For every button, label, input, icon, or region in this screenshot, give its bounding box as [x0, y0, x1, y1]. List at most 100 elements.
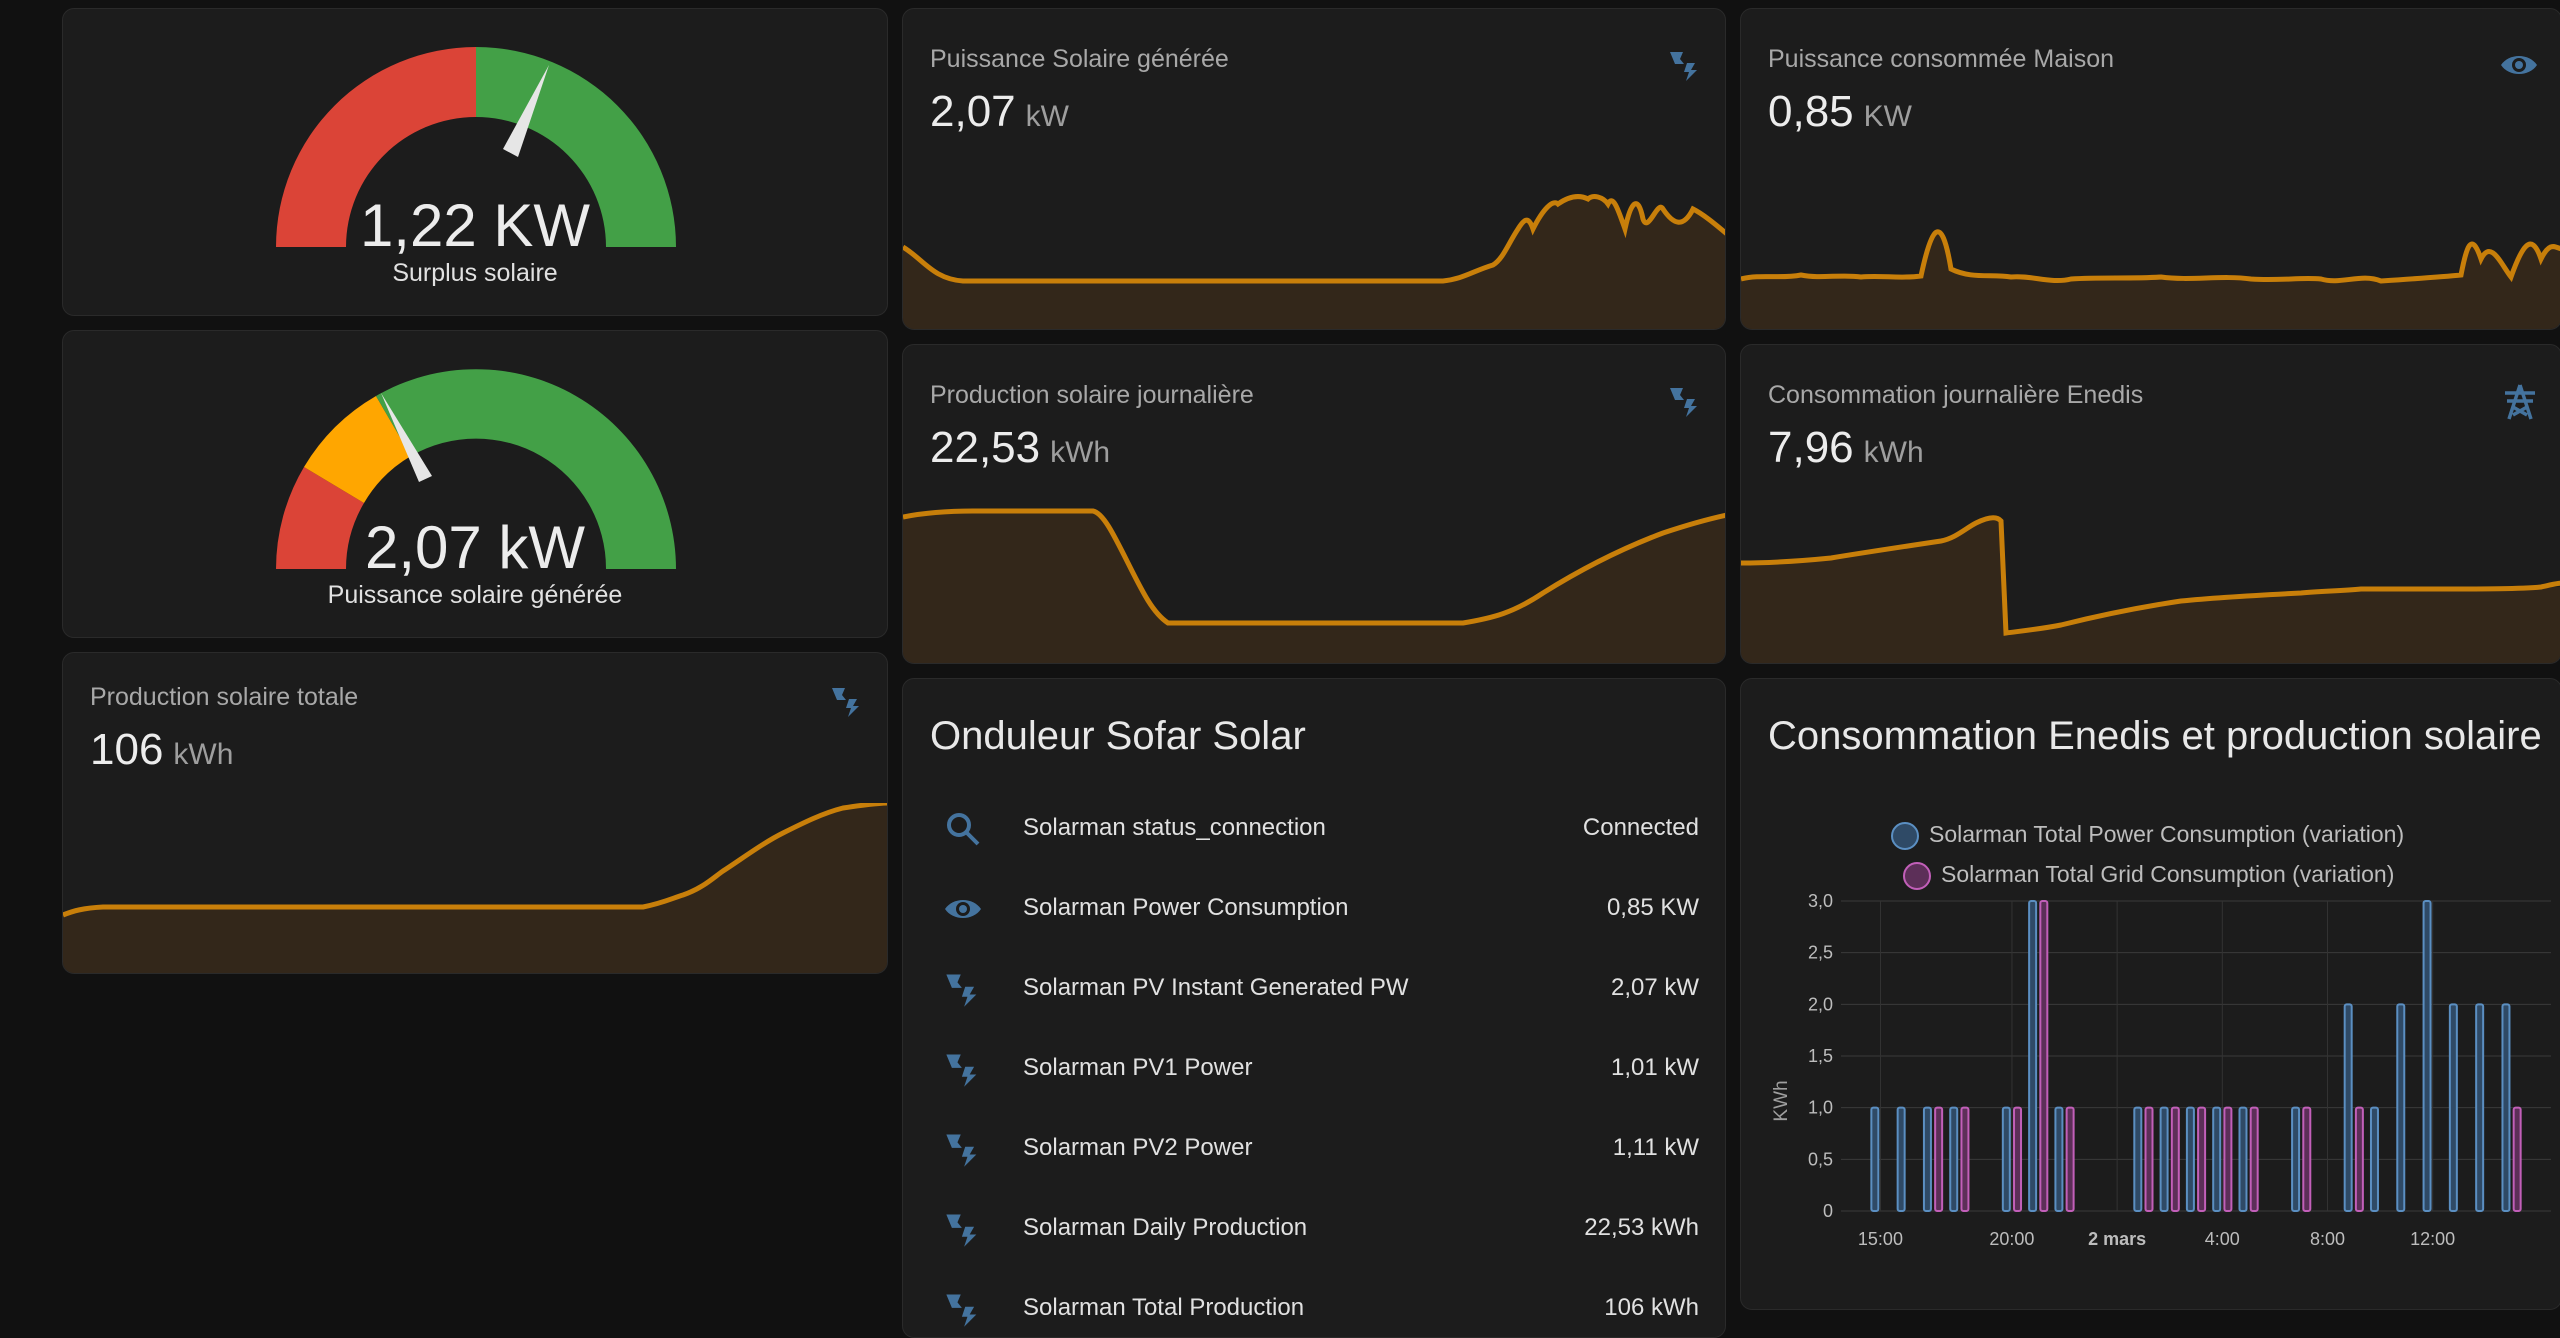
sensor-value: 2,07 kW — [930, 87, 1069, 136]
bar-grid[interactable] — [2512, 1106, 2522, 1213]
sensor-unit: kWh — [1863, 436, 1924, 469]
entity-state: 1,11 kW — [1612, 1134, 1699, 1161]
bar-consumption[interactable] — [2422, 900, 2432, 1212]
bar-consumption[interactable] — [2028, 900, 2038, 1212]
entity-row[interactable]: Solarman status_connection Connected — [903, 789, 1725, 869]
y-tick-label: 2,5 — [1808, 943, 1833, 963]
entity-name: Solarman PV Instant Generated PW — [1023, 974, 1409, 1001]
legend-item-grid[interactable]: Solarman Total Grid Consumption (variati… — [1903, 861, 2394, 890]
sparkline-solar-power — [903, 194, 1725, 329]
legend-dot — [1903, 861, 1931, 890]
chart-grid — [1841, 900, 2551, 1212]
entity-row[interactable]: Solarman Daily Production 22,53 kWh — [903, 1189, 1725, 1269]
entity-row[interactable]: Solarman Power Consumption 0,85 KW — [903, 869, 1725, 949]
bar-consumption[interactable] — [2448, 1003, 2458, 1212]
y-tick-label: 0,5 — [1808, 1149, 1833, 1169]
entities-card-inverter: Onduleur Sofar Solar Solarman status_con… — [902, 678, 1726, 1338]
bar-consumption[interactable] — [1870, 1106, 1880, 1213]
gauge-card-solar[interactable]: 2,07 kW Puissance solaire générée — [62, 330, 888, 638]
bar-consumption[interactable] — [2159, 1106, 2169, 1213]
sensor-value: 7,96 kWh — [1768, 423, 1924, 472]
bar-grid[interactable] — [2039, 900, 2049, 1212]
gauge-needle — [503, 65, 549, 157]
card-title: Onduleur Sofar Solar — [930, 714, 1306, 758]
bar-grid[interactable] — [1960, 1106, 1970, 1213]
bar-consumption[interactable] — [2212, 1106, 2222, 1213]
sensor-unit: kW — [1025, 100, 1069, 133]
bar-consumption[interactable] — [1949, 1106, 1959, 1213]
x-tick-label: 8:00 — [2310, 1229, 2345, 1249]
bar-consumption[interactable] — [1896, 1106, 1906, 1213]
bar-grid[interactable] — [2354, 1106, 2364, 1213]
gauge-label: Surplus solaire — [392, 259, 558, 287]
x-tick-label: 4:00 — [2205, 1229, 2240, 1249]
sparkline-total-production — [63, 803, 887, 973]
bar-consumption[interactable] — [2001, 1106, 2011, 1213]
chart-ticks: 3,0 2,5 2,0 1,5 1,0 0,5 0 15:00 20:00 2 mars 4:00 8… — [1808, 891, 2455, 1249]
y-tick-label: 1,5 — [1808, 1046, 1833, 1066]
gauge-label: Puissance solaire générée — [327, 581, 623, 609]
card-title: Consommation Enedis et production solair… — [1768, 714, 2542, 758]
bar-consumption[interactable] — [2396, 1003, 2406, 1212]
x-tick-label: 20:00 — [1989, 1229, 2034, 1249]
bar-consumption[interactable] — [2133, 1106, 2143, 1213]
gauge-segment-green — [376, 369, 676, 569]
sensor-card-daily-production[interactable]: Production solaire journalière 22,53 kWh — [902, 344, 1726, 664]
eye-icon — [2501, 56, 2537, 74]
sensor-name: Puissance consommée Maison — [1768, 45, 2114, 73]
entity-name: Solarman PV1 Power — [1023, 1054, 1253, 1081]
bar-grid[interactable] — [2197, 1106, 2207, 1213]
sensor-card-total-production[interactable]: Production solaire totale 106 kWh — [62, 652, 888, 974]
entity-state: Connected — [1582, 814, 1699, 841]
entity-state: 1,01 kW — [1610, 1054, 1699, 1081]
bar-grid[interactable] — [2065, 1106, 2075, 1213]
bar-consumption[interactable] — [2343, 1003, 2353, 1212]
bar-consumption[interactable] — [2369, 1106, 2379, 1213]
bar-consumption[interactable] — [2185, 1106, 2195, 1213]
entity-state: 22,53 kWh — [1584, 1214, 1699, 1241]
y-tick-label: 0 — [1823, 1201, 1833, 1221]
solar-power-icon — [832, 688, 859, 717]
gauge-segment-red — [276, 47, 476, 247]
transmission-tower-icon — [2505, 384, 2535, 420]
solar-power-icon — [946, 1294, 977, 1327]
entity-row[interactable]: Solarman PV1 Power 1,01 kW — [903, 1029, 1725, 1109]
bar-grid[interactable] — [2013, 1106, 2023, 1213]
x-tick-label: 15:00 — [1858, 1229, 1903, 1249]
y-axis-label: KWh — [1771, 1080, 1792, 1121]
legend-item-consumption[interactable]: Solarman Total Power Consumption (variat… — [1891, 821, 2404, 850]
chart-card-enedis-solar: Consommation Enedis et production solair… — [1740, 678, 2560, 1310]
legend-label: Solarman Total Power Consumption (variat… — [1929, 821, 2405, 847]
sensor-name: Puissance Solaire générée — [930, 45, 1229, 73]
gauge-needle — [381, 393, 432, 482]
sensor-name: Consommation journalière Enedis — [1768, 381, 2144, 409]
bar-grid[interactable] — [2170, 1106, 2180, 1213]
bar-grid[interactable] — [2223, 1106, 2233, 1213]
sensor-unit: kWh — [173, 738, 234, 771]
sensor-unit: KW — [1863, 100, 1912, 133]
sensor-card-solar-power[interactable]: Puissance Solaire générée 2,07 kW — [902, 8, 1726, 330]
bar-grid[interactable] — [2144, 1106, 2154, 1213]
bar-grid[interactable] — [1934, 1106, 1944, 1213]
sparkline-house-power — [1741, 229, 2560, 329]
sensor-card-house-power[interactable]: Puissance consommée Maison 0,85 KW — [1740, 8, 2560, 330]
bar-consumption[interactable] — [2291, 1106, 2301, 1213]
bar-consumption[interactable] — [2501, 1003, 2511, 1212]
entity-row[interactable]: Solarman Total Production 106 kWh — [903, 1269, 1725, 1337]
bar-consumption[interactable] — [2054, 1106, 2064, 1213]
bar-grid[interactable] — [2249, 1106, 2259, 1213]
bar-consumption[interactable] — [2475, 1003, 2485, 1212]
bar-grid[interactable] — [2302, 1106, 2312, 1213]
gauge-card-surplus[interactable]: 1,22 KW Surplus solaire — [62, 8, 888, 316]
sensor-card-daily-enedis[interactable]: Consommation journalière Enedis 7,96 kWh — [1740, 344, 2560, 664]
legend-dot — [1891, 821, 1919, 850]
solar-power-icon — [1670, 52, 1697, 81]
search-icon — [947, 813, 980, 846]
solar-power-icon — [946, 974, 977, 1007]
entity-row[interactable]: Solarman PV2 Power 1,11 kW — [903, 1109, 1725, 1189]
bar-consumption[interactable] — [2238, 1106, 2248, 1213]
entity-row[interactable]: Solarman PV Instant Generated PW 2,07 kW — [903, 949, 1725, 1029]
entity-name: Solarman Power Consumption — [1023, 894, 1349, 921]
y-tick-label: 1,0 — [1808, 1098, 1833, 1118]
bar-consumption[interactable] — [1922, 1106, 1932, 1213]
